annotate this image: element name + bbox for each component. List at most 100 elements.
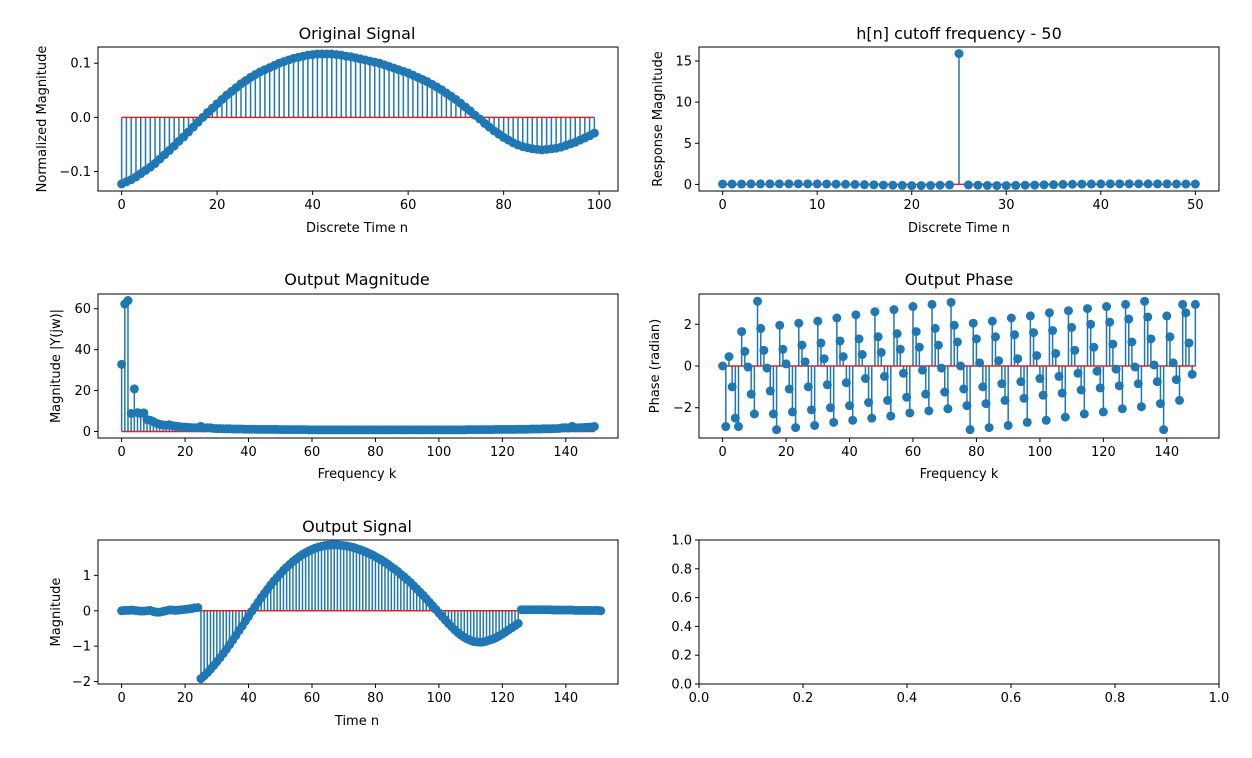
y-tick: 2 [684,318,699,333]
stem-marker [867,413,877,423]
stem-marker [902,392,912,402]
stem-marker [1098,407,1108,417]
stem-marker [841,179,851,189]
chart-title: h[n] cutoff frequency - 50 [856,24,1062,43]
stem-marker [859,180,869,190]
stem-marker [854,334,864,344]
x-tick-label: 0.6 [1001,691,1022,706]
stem-marker [1039,180,1049,190]
stem-marker [1035,374,1045,384]
stem-marker [962,401,972,411]
stem-marker [982,180,992,190]
stem-marker [927,299,937,309]
stem-marker [1029,328,1039,338]
stem-marker [973,180,983,190]
stem-marker [959,384,969,394]
stem-marker [851,310,861,320]
x-tick-label: 0 [117,691,125,706]
y-tick: 0.0 [70,111,98,126]
x-tick: 0 [718,438,727,460]
stem-marker [193,603,203,613]
stem-marker [1171,179,1181,189]
stem-marker [1117,404,1127,414]
stem-marker [1060,412,1070,422]
x-tick: 80 [495,191,512,213]
stem-marker [800,357,810,367]
stem-marker [911,327,921,337]
x-tick-label: 60 [304,691,321,706]
stem-marker [787,407,797,417]
x-tick-label: 30 [998,198,1015,213]
stem-marker [1143,312,1153,322]
stem-marker [1181,179,1191,189]
x-tick: 40 [1093,191,1109,213]
stem-marker [1102,302,1112,312]
subplot-empty: 0.0 0.2 0.4 0.6 0.8 1.0 0.0 0.2 0.4 0.6 0.8 1.0 [671,534,1229,707]
stem-marker [819,354,829,364]
x-tick-label: 100 [426,691,451,706]
x-tick: 0 [117,684,126,706]
stem-marker [1175,395,1185,405]
x-tick-label: 10 [809,198,826,213]
stem-marker [1190,179,1200,189]
y-axis-label: Normalized Magnitude [35,46,50,193]
stem-marker [1152,377,1162,387]
y-tick-label: 10 [675,96,692,111]
x-tick-label: 60 [304,445,321,460]
stem-marker [954,49,964,59]
y-tick: 0 [684,360,699,375]
stem-marker [1184,338,1194,348]
x-tick: 140 [553,684,578,706]
x-tick: 0 [718,191,727,213]
y-tick: 0.0 [671,678,699,693]
stem-marker [949,320,959,330]
y-tick: 0.4 [671,620,699,635]
stem-marker [765,386,775,396]
stem-marker [1070,345,1080,355]
x-tick: 20 [209,191,225,213]
x-tick: 0.0 [689,684,709,706]
stem-marker [946,297,956,307]
stem-marker [1140,296,1150,306]
x-tick-label: 20 [177,691,194,706]
stem-marker [749,409,759,419]
y-tick-label: −2 [673,401,692,416]
x-tick-label: 0 [718,198,726,213]
x-tick-label: 120 [490,691,515,706]
stem-marker [737,179,747,189]
y-tick-label: 1 [83,569,91,584]
stem-marker [889,305,899,315]
stem-marker [756,323,766,333]
y-tick: 0.6 [671,591,699,606]
x-tick: 40 [240,684,257,706]
stem-marker [1022,417,1032,427]
x-tick: 0.8 [1105,684,1125,706]
x-tick: 60 [304,684,321,706]
x-tick-label: 40 [240,691,257,706]
y-tick-label: 5 [684,137,692,152]
stem-marker [1082,304,1092,314]
stem-marker [1162,179,1172,189]
x-tick-label: 50 [1187,198,1204,213]
stem-marker [933,340,943,350]
stem-marker [908,302,918,312]
y-tick-label: 0 [83,425,91,440]
stem-marker [857,350,867,360]
stem-marker [937,363,947,373]
stem-marker [1063,306,1073,316]
stem-marker [1030,180,1040,190]
stem-marker [1058,179,1068,189]
x-tick: 80 [968,438,985,460]
axes-frame [698,46,1220,192]
y-tick-label: 0.6 [671,591,692,606]
stem-marker [1001,181,1011,191]
y-tick: 20 [74,384,98,399]
chart-title: Output Magnitude [284,270,429,289]
stem-marker [1077,179,1087,189]
x-tick: 60 [304,438,321,460]
stem-marker [1105,179,1115,189]
stem-marker [1003,420,1013,430]
stem-marker [753,296,763,306]
chart-title: Output Signal [302,517,412,536]
